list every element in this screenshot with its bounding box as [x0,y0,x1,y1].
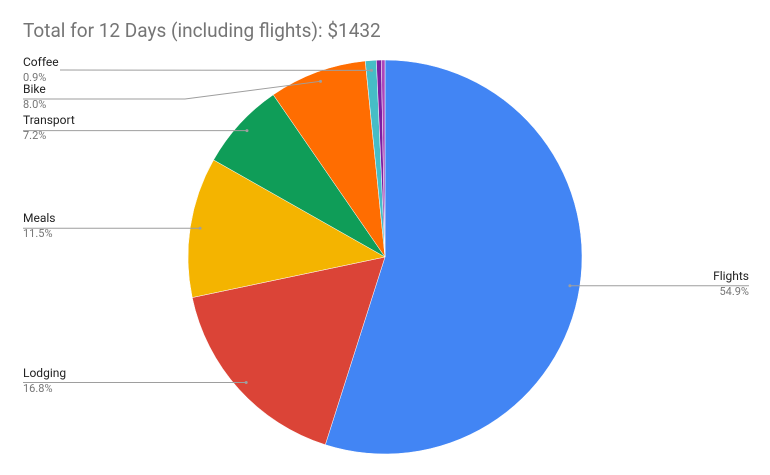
leader-dot [369,68,373,72]
slice-percent: 8.0% [23,98,46,111]
leader-line [23,80,321,100]
slice-label: Meals [23,211,55,225]
pie-slice [187,159,386,298]
leader-dot [319,79,323,83]
leader-dot [198,226,202,230]
leader-dot [568,284,572,288]
slice-label: Flights [713,269,749,283]
chart-title: Total for 12 Days (including flights): $… [23,19,381,42]
slice-percent: 54.9% [719,285,749,298]
pie-slice [272,60,386,258]
slice-percent: 16.8% [23,382,53,395]
slice-percent: 7.2% [23,129,46,142]
pie-slice [324,59,583,455]
pie-slice [381,59,386,258]
slice-percent: 11.5% [23,227,53,240]
slice-label: Transport [23,113,75,127]
pie-slice [191,256,386,446]
leader-dot [244,381,248,385]
slice-label: Bike [23,82,46,96]
slice-percent: 0.9% [23,71,46,84]
leader-dot [245,129,249,133]
slice-label: Lodging [23,366,66,380]
slice-label: Coffee [23,55,59,69]
